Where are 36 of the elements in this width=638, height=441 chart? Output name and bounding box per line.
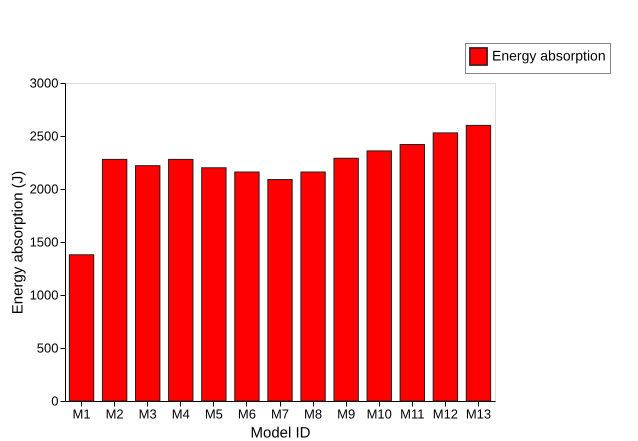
y-tick-label: 2000 <box>30 182 58 196</box>
x-tick-label: M9 <box>337 406 356 422</box>
bar <box>102 158 128 402</box>
bar <box>201 167 227 402</box>
y-tick-label: 1500 <box>30 234 58 250</box>
y-tick-label: 0 <box>51 394 58 408</box>
y-tick-label: 2500 <box>30 128 58 144</box>
x-tick-label: M7 <box>270 406 290 422</box>
y-tick-label: 3000 <box>30 76 58 90</box>
legend-label: Energy absorption <box>492 48 606 64</box>
x-axis-title: Model ID <box>250 424 311 441</box>
y-axis-title: Energy absorption (J) <box>10 170 27 314</box>
bar <box>234 172 260 402</box>
bar <box>400 144 426 402</box>
x-tick-label: M5 <box>204 406 223 422</box>
bar <box>68 254 94 402</box>
bar <box>333 158 359 402</box>
x-tick-label: M8 <box>304 406 322 422</box>
x-tick-label: M2 <box>106 406 124 422</box>
bar <box>432 132 458 402</box>
x-tick-label: M11 <box>400 406 424 422</box>
bar <box>466 124 492 402</box>
x-tick-label: M13 <box>466 406 492 422</box>
bar <box>366 150 392 402</box>
x-tick-label: M3 <box>138 406 157 422</box>
x-tick-label: M10 <box>366 406 392 422</box>
bar <box>267 178 293 402</box>
y-tick-label: 500 <box>36 340 58 356</box>
x-tick-label: M6 <box>238 406 256 422</box>
bar <box>300 172 326 402</box>
bar <box>134 165 160 402</box>
y-tick-label: 1000 <box>30 288 58 302</box>
x-tick-label: M12 <box>432 406 458 422</box>
bar <box>168 158 194 402</box>
x-tick-label: M4 <box>172 406 190 422</box>
x-tick-label: M1 <box>72 406 91 422</box>
